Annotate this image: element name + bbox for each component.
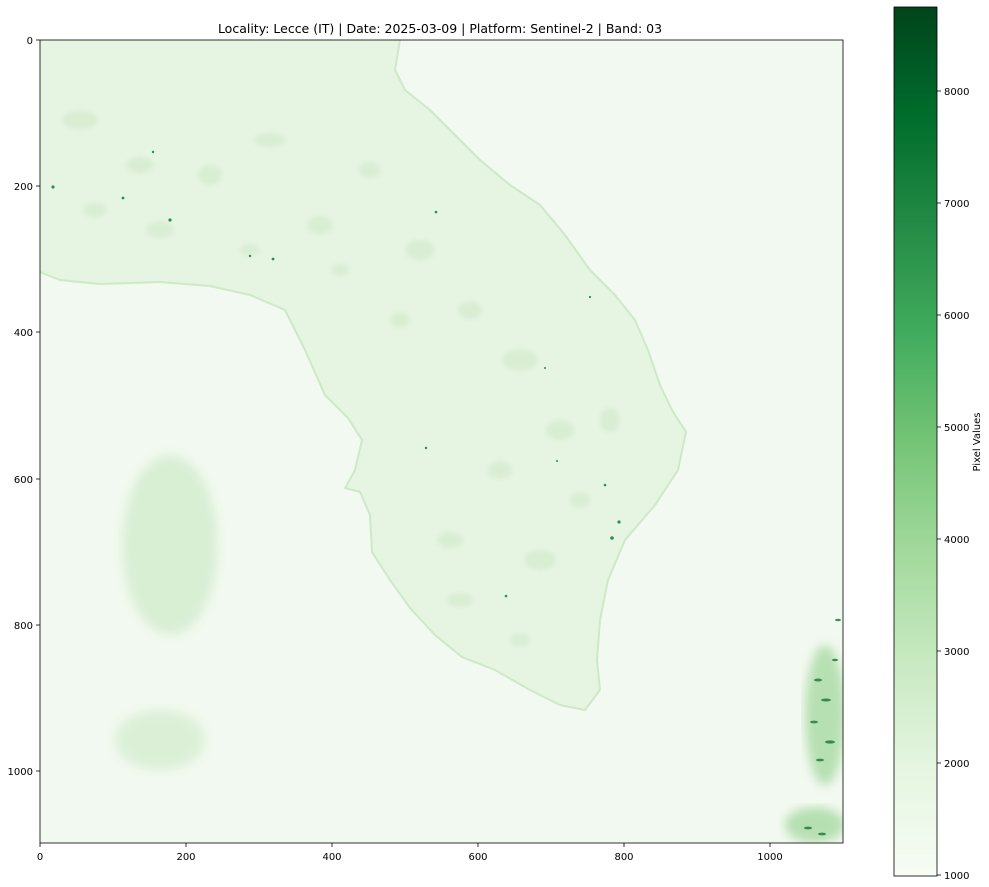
colorbar-tick-label: 7000 (944, 199, 969, 210)
image-frame (39, 39, 844, 844)
figure-title: Locality: Lecce (IT) | Date: 2025-03-09 … (217, 21, 663, 36)
x-tick-label: 200 (176, 852, 195, 863)
y-tick-label: 800 (14, 621, 33, 632)
x-axis: 0 200 400 600 800 1000 (37, 843, 783, 863)
colorbar-tick-label: 6000 (944, 311, 969, 322)
colorbar-tick-label: 3000 (944, 647, 969, 658)
colorbar: 1000 2000 3000 4000 5000 6000 7000 8000 … (893, 6, 983, 882)
colorbar-tick-label: 8000 (944, 87, 969, 98)
cloud-east-bottom (785, 807, 843, 843)
colorbar-ticks: 1000 2000 3000 4000 5000 6000 7000 8000 (937, 87, 969, 882)
y-tick-label: 400 (14, 328, 33, 339)
x-tick-label: 800 (614, 852, 633, 863)
colorbar-label: Pixel Values (972, 413, 983, 472)
satellite-image (40, 40, 843, 843)
y-tick-label: 1000 (8, 767, 33, 778)
colorbar-tick-label: 4000 (944, 535, 969, 546)
cloud-west-upper (122, 455, 218, 635)
x-tick-label: 400 (322, 852, 341, 863)
coastline (40, 40, 688, 712)
colorbar-tick-label: 2000 (944, 759, 969, 770)
colorbar-gradient (893, 6, 938, 877)
x-tick-label: 1000 (757, 852, 782, 863)
cloud-west-lower (115, 710, 205, 770)
colorbar-tick-label: 5000 (944, 423, 969, 434)
x-tick-label: 600 (468, 852, 487, 863)
y-axis: 0 200 400 600 800 1000 (8, 36, 40, 778)
y-tick-label: 0 (27, 36, 33, 47)
east-cloud-streaks (804, 618, 841, 836)
y-tick-label: 600 (14, 475, 33, 486)
land-texture (62, 111, 620, 646)
land-mass (40, 40, 686, 710)
bright-spots (51, 150, 621, 598)
x-tick-label: 0 (37, 852, 43, 863)
y-tick-label: 200 (14, 182, 33, 193)
colorbar-tick-label: 1000 (944, 871, 969, 882)
cloud-east-coast (805, 645, 843, 785)
